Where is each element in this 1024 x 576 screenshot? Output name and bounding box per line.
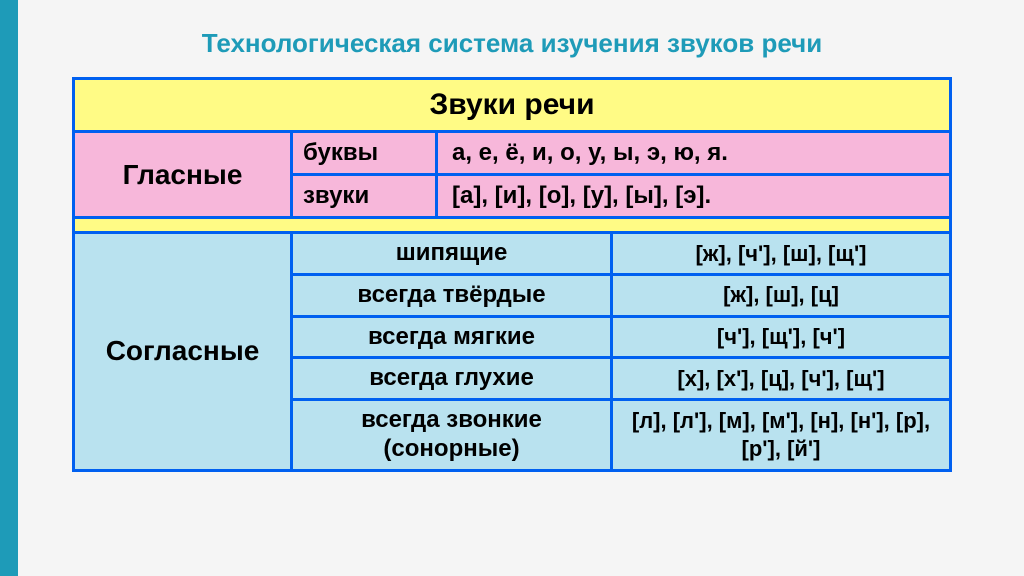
row-value: [х], [х'], [ц], [ч'], [щ'] xyxy=(613,359,949,398)
row-label: звуки xyxy=(293,176,438,216)
row-label: всегда глухие xyxy=(293,359,613,398)
left-accent-stripe xyxy=(0,0,18,576)
row-value: [а], [и], [о], [у], [ы], [э]. xyxy=(438,176,949,216)
row-value: [ж], [ш], [ц] xyxy=(613,276,949,315)
row-label: буквы xyxy=(293,133,438,173)
row-value: а, е, ё, и, о, у, ы, э, ю, я. xyxy=(438,133,949,173)
row-value: [ч'], [щ'], [ч'] xyxy=(613,318,949,357)
row-value: [л], [л'], [м], [м'], [н], [н'], [р], [р… xyxy=(613,401,949,469)
phonetics-table: Звуки речи Гласные буквы а, е, ё, и, о, … xyxy=(72,77,952,472)
row-label: всегда звонкие (сонорные) xyxy=(293,401,613,469)
table-row: всегда глухие [х], [х'], [ц], [ч'], [щ'] xyxy=(290,356,949,398)
section-gap xyxy=(75,216,949,234)
consonants-category: Согласные xyxy=(75,234,290,469)
row-label: шипящие xyxy=(293,234,613,273)
table-row: всегда звонкие (сонорные) [л], [л'], [м]… xyxy=(290,398,949,469)
table-row: всегда мягкие [ч'], [щ'], [ч'] xyxy=(290,315,949,357)
consonants-section: Согласные шипящие [ж], [ч'], [ш], [щ'] в… xyxy=(75,234,949,469)
table-header: Звуки речи xyxy=(75,80,949,133)
table-row: звуки [а], [и], [о], [у], [ы], [э]. xyxy=(290,173,949,216)
row-label: всегда мягкие xyxy=(293,318,613,357)
table-row: буквы а, е, ё, и, о, у, ы, э, ю, я. xyxy=(290,133,949,173)
row-label: всегда твёрдые xyxy=(293,276,613,315)
vowels-section: Гласные буквы а, е, ё, и, о, у, ы, э, ю,… xyxy=(75,133,949,216)
vowels-category: Гласные xyxy=(75,133,290,216)
table-row: всегда твёрдые [ж], [ш], [ц] xyxy=(290,273,949,315)
page-title: Технологическая система изучения звуков … xyxy=(0,0,1024,77)
table-row: шипящие [ж], [ч'], [ш], [щ'] xyxy=(290,234,949,273)
row-value: [ж], [ч'], [ш], [щ'] xyxy=(613,234,949,273)
